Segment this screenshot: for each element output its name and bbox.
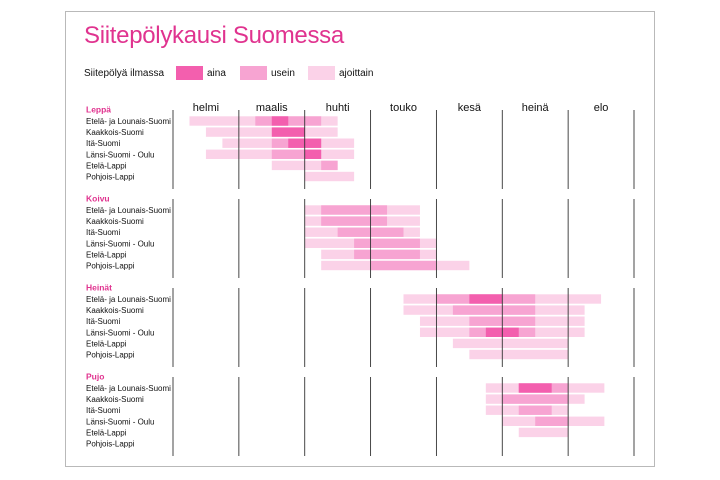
region-label: Itä-Suomi — [86, 406, 120, 415]
month-label: huhti — [326, 102, 350, 114]
region-label: Länsi-Suomi - Oulu — [86, 417, 154, 426]
region-label: Pohjois-Lappi — [86, 173, 135, 182]
season-bar-ajoittain — [518, 427, 569, 438]
legend-title: Siitepölyä ilmassa — [84, 68, 165, 79]
season-bar-usein — [321, 216, 388, 226]
group-title: Leppä — [86, 105, 111, 115]
region-label: Etelä- ja Lounais-Suomi — [86, 206, 171, 215]
region-label: Kaakkois-Suomi — [86, 395, 144, 404]
season-bar-aina — [518, 383, 552, 393]
region-label: Länsi-Suomi - Oulu — [86, 150, 154, 159]
month-label: helmi — [193, 102, 219, 114]
season-bar-usein — [321, 160, 338, 171]
season-bar-aina — [271, 116, 289, 126]
region-label: Etelä-Lappi — [86, 428, 127, 437]
season-bar-usein — [321, 205, 388, 215]
region-label: Länsi-Suomi - Oulu — [86, 328, 154, 337]
legend-label-aina: aina — [207, 68, 226, 79]
group-title: Heinät — [86, 283, 112, 293]
season-bar-ajoittain — [304, 171, 355, 182]
month-label: touko — [390, 102, 417, 114]
legend-swatch-aina — [176, 66, 203, 80]
month-label: kesä — [458, 102, 482, 114]
month-label: elo — [594, 102, 609, 114]
month-label: maalis — [256, 102, 288, 114]
region-label: Etelä- ja Lounais-Suomi — [86, 295, 171, 304]
region-label: Itä-Suomi — [86, 317, 120, 326]
legend-swatch-usein — [240, 66, 267, 80]
legend-swatch-ajoittain — [308, 66, 335, 80]
region-label: Etelä-Lappi — [86, 161, 127, 170]
region-label: Etelä-Lappi — [86, 339, 127, 348]
season-bar-usein — [502, 394, 569, 404]
group-title: Koivu — [86, 194, 110, 204]
region-label: Pohjois-Lappi — [86, 262, 135, 271]
season-bar-aina — [271, 127, 305, 137]
region-label: Länsi-Suomi - Oulu — [86, 239, 154, 248]
season-bar-usein — [452, 305, 536, 315]
region-label: Itä-Suomi — [86, 228, 120, 237]
legend-label-ajoittain: ajoittain — [339, 68, 374, 79]
season-bar-usein — [354, 238, 420, 248]
legend-label-usein: usein — [271, 68, 295, 79]
region-label: Etelä- ja Lounais-Suomi — [86, 117, 171, 126]
region-label: Pohjois-Lappi — [86, 440, 135, 449]
region-label: Pohjois-Lappi — [86, 351, 135, 360]
season-bar-usein — [354, 249, 420, 260]
month-label: heinä — [522, 102, 550, 114]
region-label: Etelä- ja Lounais-Suomi — [86, 384, 171, 393]
chart-title: Siitepölykausi Suomessa — [84, 22, 344, 49]
season-bar-aina — [469, 294, 503, 304]
season-bar-ajoittain — [469, 349, 569, 360]
season-bar-aina — [304, 149, 322, 159]
group-title: Pujo — [86, 372, 104, 382]
region-label: Kaakkois-Suomi — [86, 306, 144, 315]
season-bar-usein — [535, 416, 569, 426]
region-label: Etelä-Lappi — [86, 250, 127, 259]
region-label: Kaakkois-Suomi — [86, 128, 144, 137]
season-bar-usein — [271, 149, 322, 159]
region-label: Kaakkois-Suomi — [86, 217, 144, 226]
season-bar-usein — [370, 260, 437, 271]
season-bar-usein — [518, 405, 552, 415]
season-bar-ajoittain — [452, 338, 569, 349]
region-label: Itä-Suomi — [86, 139, 120, 148]
